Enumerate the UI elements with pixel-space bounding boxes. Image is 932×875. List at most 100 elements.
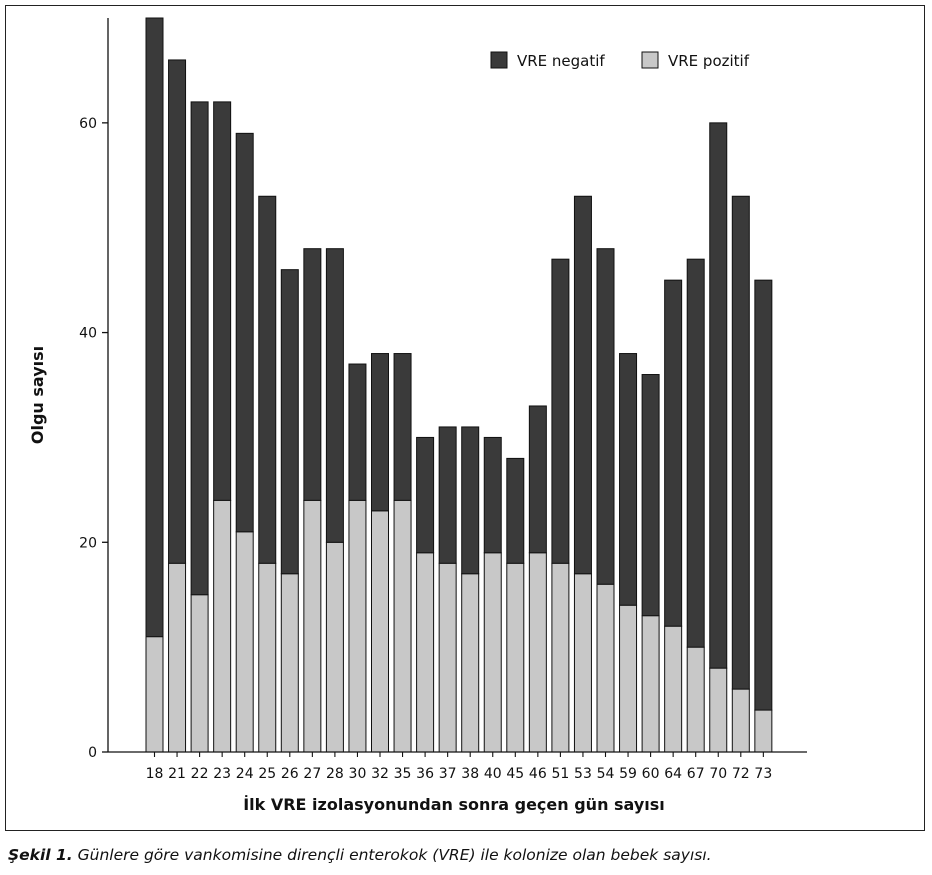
caption-label: Şekil 1. xyxy=(8,846,73,864)
bar-vre-pozitif-28 xyxy=(325,541,344,753)
bar-vre-negatif-22 xyxy=(190,101,209,596)
bar-vre-negatif-35 xyxy=(393,353,412,501)
x-axis-title: İlk VRE izolasyonundan sonra geçen gün s… xyxy=(243,795,665,814)
bar-vre-pozitif-21 xyxy=(168,562,187,753)
bar-vre-negatif-51 xyxy=(551,258,570,564)
bar-vre-pozitif-38 xyxy=(461,573,480,753)
bar-vre-pozitif-64 xyxy=(664,625,683,753)
bar-vre-negatif-36 xyxy=(416,436,435,554)
x-tick-label: 70 xyxy=(709,766,727,782)
legend-swatch-vre-pozitif xyxy=(641,51,659,69)
x-tick-label: 28 xyxy=(326,766,344,782)
x-tick-label: 46 xyxy=(529,766,547,782)
bar-vre-negatif-38 xyxy=(461,426,480,575)
bar-vre-negatif-28 xyxy=(325,248,344,543)
bar-vre-pozitif-70 xyxy=(709,667,728,753)
x-tick-label: 72 xyxy=(732,766,750,782)
bar-vre-negatif-70 xyxy=(709,122,728,669)
bar-vre-pozitif-18 xyxy=(145,636,164,753)
x-tick-label: 54 xyxy=(597,766,615,782)
bar-vre-negatif-21 xyxy=(168,59,187,564)
bar-vre-pozitif-26 xyxy=(280,573,299,753)
x-tick-label: 38 xyxy=(461,766,479,782)
bar-vre-pozitif-23 xyxy=(213,499,232,753)
x-tick-label: 37 xyxy=(439,766,457,782)
bar-vre-pozitif-40 xyxy=(483,552,502,753)
figure-caption: Şekil 1. Günlere göre vankomisine direnç… xyxy=(8,846,712,864)
x-tick-label: 51 xyxy=(551,766,569,782)
bar-vre-negatif-24 xyxy=(235,132,254,533)
x-tick-label: 35 xyxy=(394,766,412,782)
bar-vre-negatif-59 xyxy=(619,353,638,606)
bars-layer xyxy=(145,17,773,753)
bar-vre-pozitif-32 xyxy=(371,510,389,753)
bar-vre-pozitif-25 xyxy=(258,562,277,753)
x-ticks: 18 21 22 23 24 25 26 27 28 30 32 35 36 37 38 40 45 46 51 53… xyxy=(146,752,772,782)
bar-vre-negatif-18 xyxy=(145,17,164,638)
bar-vre-negatif-25 xyxy=(258,195,277,564)
x-tick-label: 27 xyxy=(303,766,321,782)
x-tick-label: 36 xyxy=(416,766,434,782)
bar-vre-negatif-73 xyxy=(754,279,773,711)
bar-vre-pozitif-36 xyxy=(416,552,435,753)
bar-vre-pozitif-27 xyxy=(303,499,322,753)
bar-vre-negatif-26 xyxy=(280,269,299,575)
bar-vre-pozitif-67 xyxy=(686,646,705,753)
bar-vre-negatif-60 xyxy=(641,374,660,617)
bar-vre-pozitif-30 xyxy=(348,499,367,753)
figure-frame xyxy=(5,5,925,831)
bar-vre-pozitif-24 xyxy=(235,531,254,753)
bar-vre-pozitif-35 xyxy=(393,499,412,753)
y-tick-label: 20 xyxy=(79,535,97,551)
caption-text: Günlere göre vankomisine dirençli entero… xyxy=(72,846,712,864)
y-ticks: 0 20 40 60 xyxy=(79,116,108,761)
bar-vre-negatif-40 xyxy=(483,436,502,554)
bar-vre-negatif-32 xyxy=(371,353,389,512)
bar-vre-negatif-45 xyxy=(506,457,525,564)
axes-layer xyxy=(107,18,807,753)
y-tick-label: 60 xyxy=(79,116,97,132)
x-tick-label: 64 xyxy=(664,766,682,782)
x-tick-label: 24 xyxy=(236,766,254,782)
x-tick-label: 25 xyxy=(258,766,276,782)
bar-vre-negatif-54 xyxy=(596,248,615,585)
bar-vre-negatif-72 xyxy=(731,195,750,690)
legend-swatch-vre-negatif xyxy=(490,51,508,69)
bar-vre-negatif-30 xyxy=(348,363,367,501)
x-tick-label: 26 xyxy=(281,766,299,782)
x-tick-label: 73 xyxy=(754,766,772,782)
bar-vre-negatif-46 xyxy=(528,405,547,554)
stacked-bar-chart: 0 20 40 60 18 21 22 23 24 25 26 27 28 30 32 35 36 37 38 40… xyxy=(28,17,807,814)
x-tick-label: 18 xyxy=(146,766,164,782)
y-tick-label: 0 xyxy=(88,745,97,761)
bar-vre-pozitif-60 xyxy=(641,615,660,753)
x-tick-label: 59 xyxy=(619,766,637,782)
x-tick-label: 40 xyxy=(484,766,502,782)
x-tick-label: 21 xyxy=(168,766,186,782)
bar-vre-pozitif-37 xyxy=(438,562,457,753)
bar-vre-pozitif-54 xyxy=(596,583,615,753)
legend: VRE negatif VRE pozitif xyxy=(490,51,750,70)
bar-vre-pozitif-45 xyxy=(506,562,525,753)
x-tick-label: 32 xyxy=(371,766,389,782)
y-axis-title: Olgu sayısı xyxy=(28,346,47,444)
x-tick-label: 22 xyxy=(191,766,209,782)
x-tick-label: 30 xyxy=(349,766,367,782)
x-tick-label: 53 xyxy=(574,766,592,782)
x-tick-label: 23 xyxy=(213,766,231,782)
bar-vre-negatif-23 xyxy=(213,101,232,501)
bar-vre-negatif-64 xyxy=(664,279,683,627)
bar-vre-negatif-37 xyxy=(438,426,457,564)
bar-vre-negatif-53 xyxy=(573,195,592,575)
bar-vre-pozitif-53 xyxy=(573,573,592,753)
y-tick-label: 40 xyxy=(79,326,97,342)
bar-vre-negatif-67 xyxy=(686,258,705,648)
bar-vre-pozitif-59 xyxy=(619,604,638,753)
bar-vre-pozitif-46 xyxy=(528,552,547,753)
bar-vre-pozitif-72 xyxy=(731,688,750,753)
bar-vre-negatif-27 xyxy=(303,248,322,501)
x-tick-label: 45 xyxy=(506,766,524,782)
bar-vre-pozitif-22 xyxy=(190,594,209,753)
x-tick-label: 60 xyxy=(642,766,660,782)
bar-vre-pozitif-73 xyxy=(754,709,773,753)
